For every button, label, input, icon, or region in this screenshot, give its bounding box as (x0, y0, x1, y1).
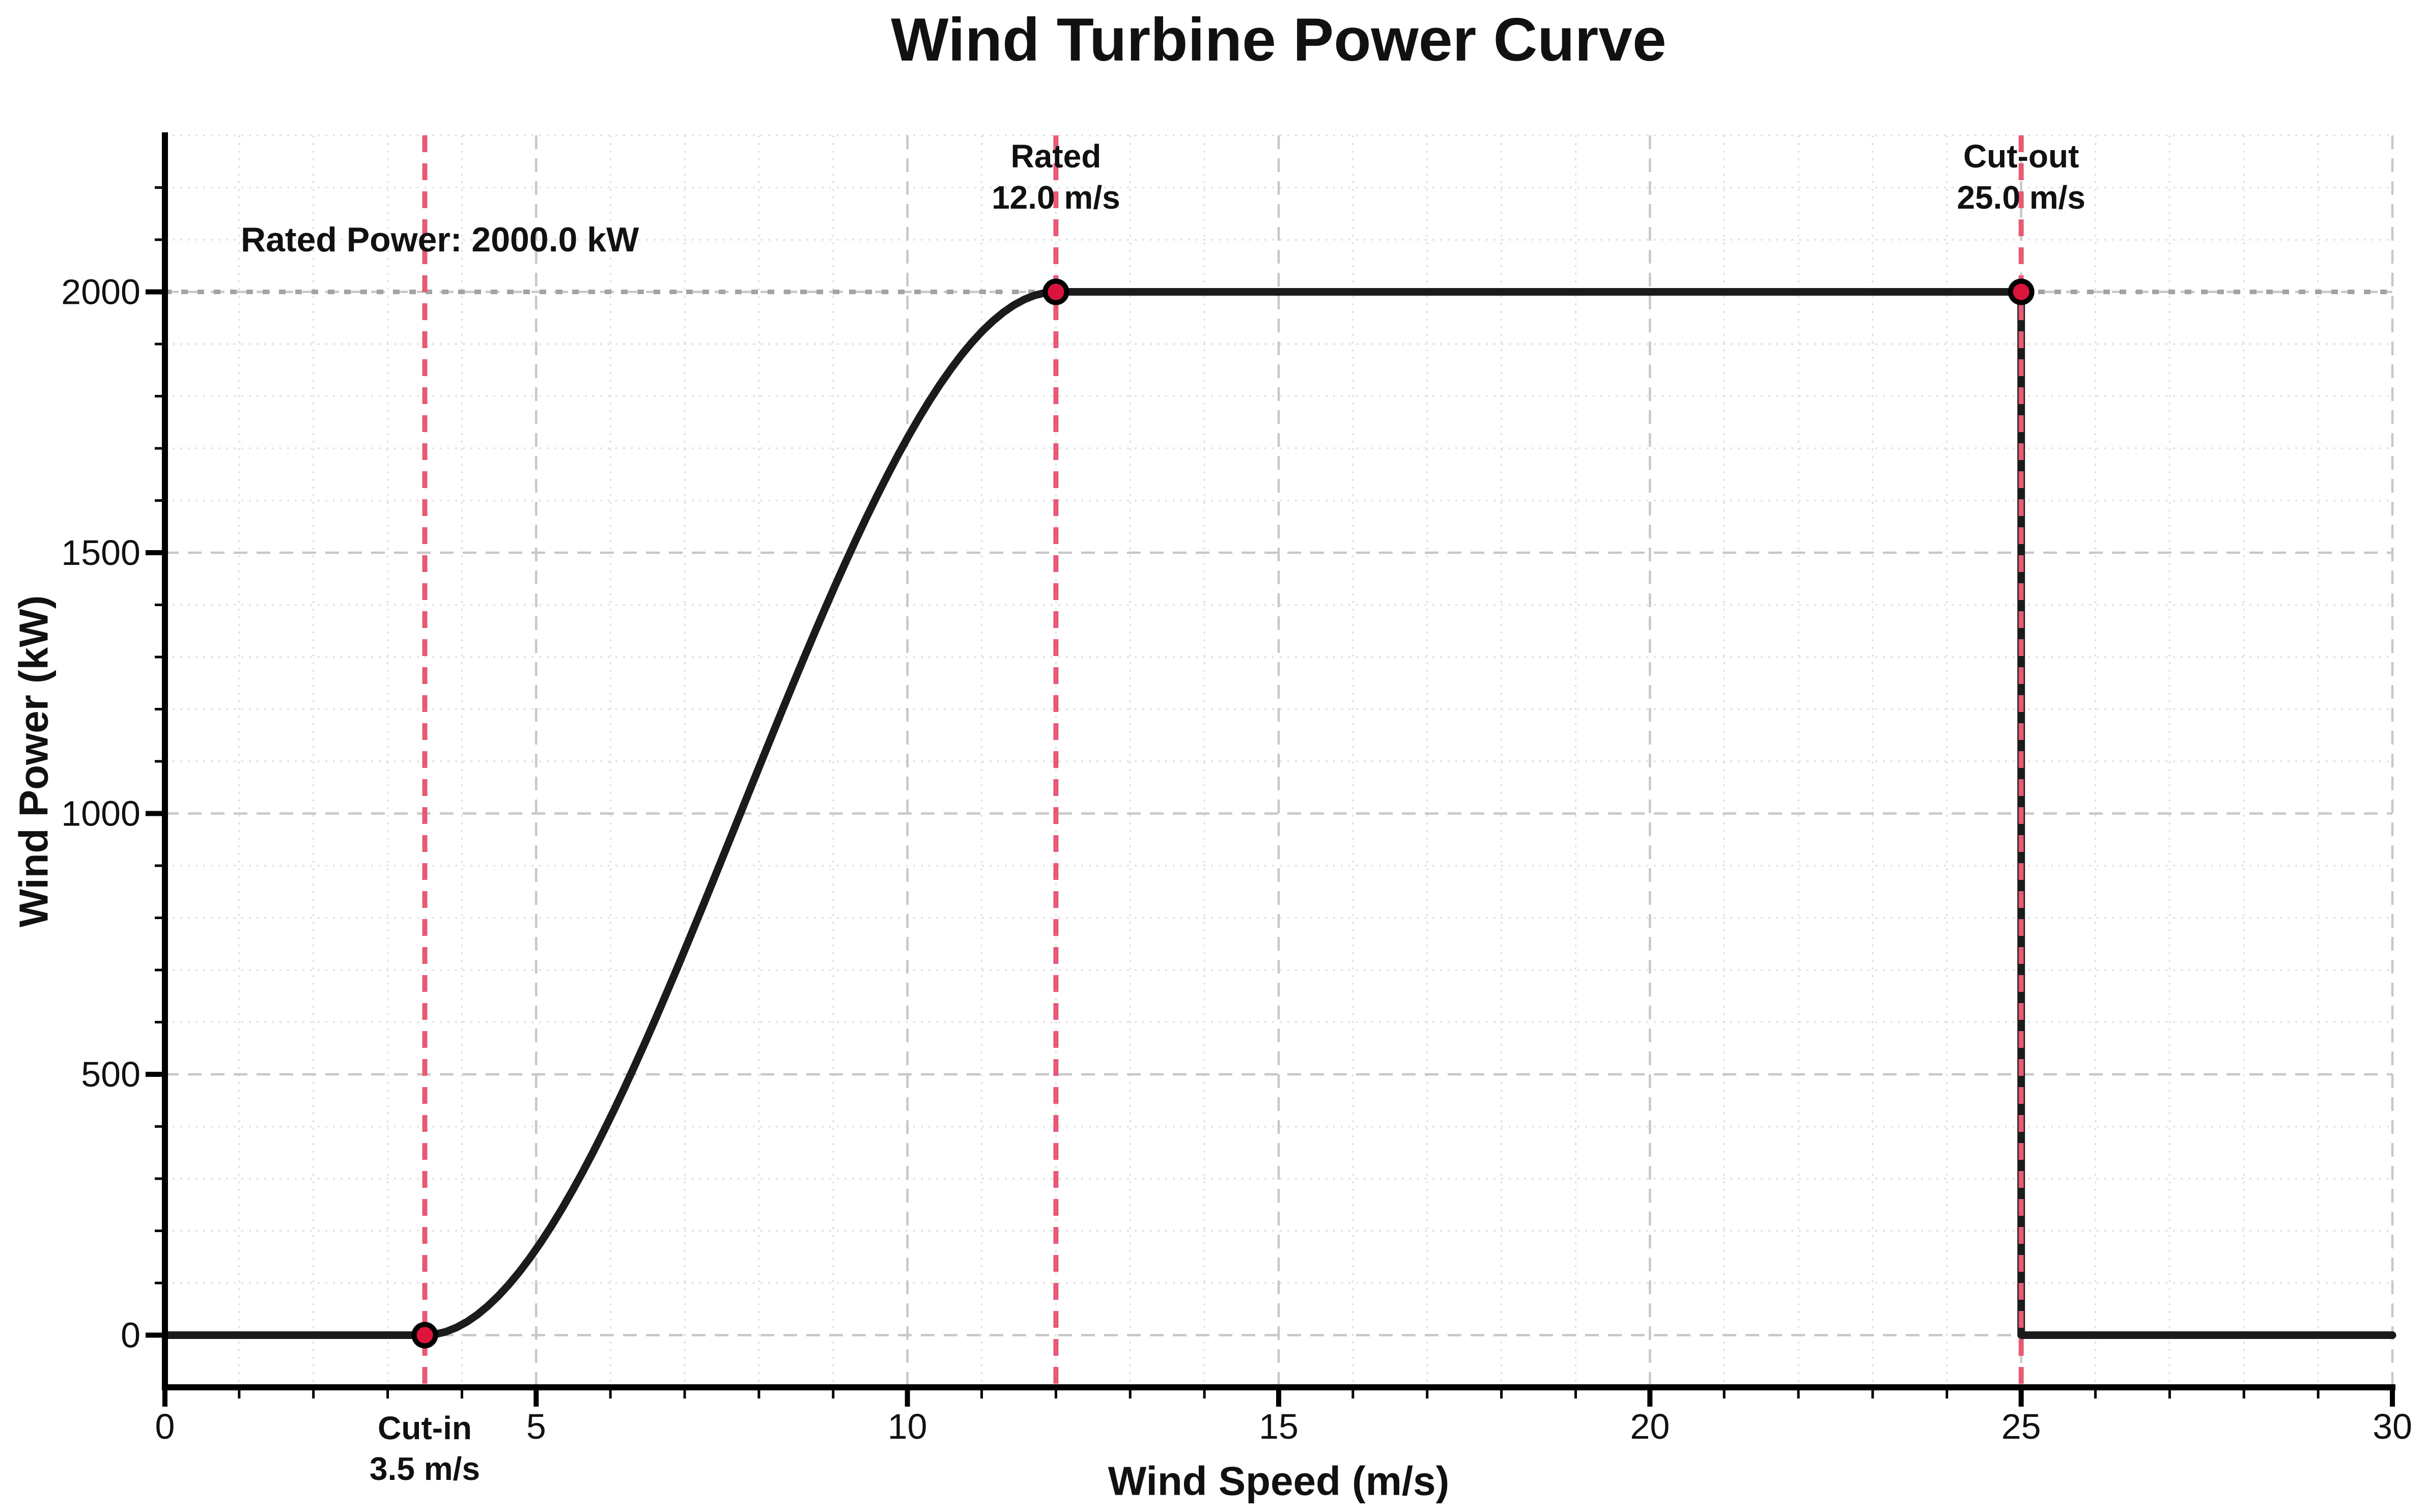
x-tick-label: 25 (2001, 1407, 2041, 1446)
chart-title: Wind Turbine Power Curve (891, 6, 1667, 74)
data-point-markers (411, 278, 2035, 1349)
ticks (146, 186, 2395, 1407)
cut-in-annotation-line1: Cut-in (378, 1410, 472, 1446)
y-tick-label: 1500 (61, 533, 140, 573)
cut-out-annotation-line1: Cut-out (1963, 138, 2079, 175)
rated-annotation-line1: Rated (1010, 138, 1101, 175)
y-axis-label: Wind Power (kW) (11, 595, 57, 928)
marker-rated (1042, 278, 1069, 305)
y-tick-label: 0 (121, 1316, 140, 1355)
x-tick-label: 30 (2373, 1407, 2412, 1446)
x-tick-label: 0 (155, 1407, 175, 1446)
rated-power-annotation: Rated Power: 2000.0 kW (241, 220, 639, 259)
x-tick-label: 10 (888, 1407, 927, 1446)
y-tick-label: 1000 (61, 794, 140, 834)
major-gridlines (165, 135, 2394, 1387)
rated-annotation: Rated 12.0 m/s (992, 138, 1120, 216)
marker-cut-in (411, 1322, 438, 1349)
cut-out-annotation-line2: 25.0 m/s (1957, 179, 2085, 216)
x-tick-label: 5 (526, 1407, 546, 1446)
cut-out-annotation: Cut-out 25.0 m/s (1957, 138, 2085, 216)
x-tick-label: 20 (1630, 1407, 1670, 1446)
tick-labels: 0 5 10 15 20 25 30 0 500 1000 1500 2000 (61, 272, 2412, 1447)
y-tick-label: 2000 (61, 272, 140, 312)
cut-in-annotation-line2: 3.5 m/s (370, 1450, 480, 1487)
y-tick-label: 500 (81, 1054, 140, 1094)
cut-in-annotation: Cut-in 3.5 m/s (370, 1410, 480, 1487)
plot-layers: 0 5 10 15 20 25 30 0 500 1000 1500 2000 (61, 132, 2412, 1446)
x-axis-label: Wind Speed (m/s) (1108, 1459, 1449, 1504)
rated-annotation-line2: 12.0 m/s (992, 179, 1120, 216)
marker-cut-out (2008, 278, 2035, 305)
power-curve (161, 288, 2396, 1339)
x-tick-label: 15 (1259, 1407, 1299, 1446)
